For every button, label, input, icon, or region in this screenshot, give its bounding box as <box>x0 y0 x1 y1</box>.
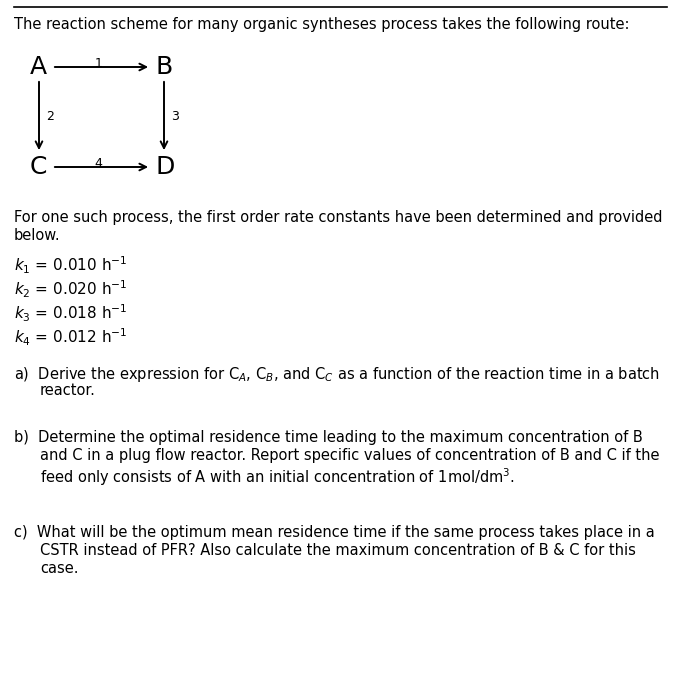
Text: below.: below. <box>14 228 61 243</box>
Text: a)  Derive the expression for C$_A$, C$_B$, and C$_C$ as a function of the react: a) Derive the expression for C$_A$, C$_B… <box>14 365 660 384</box>
Text: reactor.: reactor. <box>40 383 96 398</box>
Text: b)  Determine the optimal residence time leading to the maximum concentration of: b) Determine the optimal residence time … <box>14 430 643 445</box>
Text: B: B <box>155 55 172 79</box>
Text: $k_{1}$ = 0.010 h$^{-1}$: $k_{1}$ = 0.010 h$^{-1}$ <box>14 255 127 276</box>
Text: 3: 3 <box>171 110 179 122</box>
Text: case.: case. <box>40 561 78 576</box>
Text: 4: 4 <box>95 157 102 170</box>
Text: D: D <box>155 155 174 179</box>
Text: 2: 2 <box>46 110 54 122</box>
Text: $k_{4}$ = 0.012 h$^{-1}$: $k_{4}$ = 0.012 h$^{-1}$ <box>14 327 127 348</box>
Text: C: C <box>30 155 48 179</box>
Text: $k_{3}$ = 0.018 h$^{-1}$: $k_{3}$ = 0.018 h$^{-1}$ <box>14 303 127 324</box>
Text: For one such process, the first order rate constants have been determined and pr: For one such process, the first order ra… <box>14 210 663 225</box>
Text: c)  What will be the optimum mean residence time if the same process takes place: c) What will be the optimum mean residen… <box>14 525 654 540</box>
Text: and C in a plug flow reactor. Report specific values of concentration of B and C: and C in a plug flow reactor. Report spe… <box>40 448 659 463</box>
Text: CSTR instead of PFR? Also calculate the maximum concentration of B & C for this: CSTR instead of PFR? Also calculate the … <box>40 543 636 558</box>
Text: feed only consists of A with an initial concentration of 1mol/dm$^3$.: feed only consists of A with an initial … <box>40 466 515 488</box>
Text: $k_{2}$ = 0.020 h$^{-1}$: $k_{2}$ = 0.020 h$^{-1}$ <box>14 279 127 301</box>
Text: The reaction scheme for many organic syntheses process takes the following route: The reaction scheme for many organic syn… <box>14 17 629 32</box>
Text: A: A <box>30 55 47 79</box>
Text: 1: 1 <box>95 57 102 70</box>
